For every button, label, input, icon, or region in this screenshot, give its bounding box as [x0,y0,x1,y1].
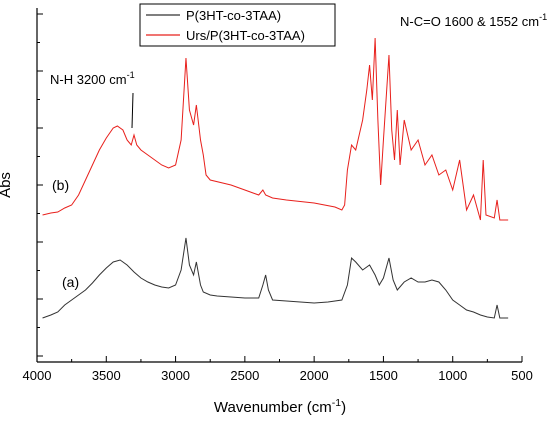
annotation: N-C=O 1600 & 1552 cm-1 [400,12,547,29]
annotation: N-H 3200 cm-1 [50,70,135,87]
annotation-text: N-H 3200 cm [50,72,127,87]
x-tick-label: 3500 [92,368,121,383]
spectrum-line [42,37,509,221]
spectrum-line [42,237,509,319]
annotation-text: N-C=O 1600 & 1552 cm [400,14,539,29]
annotation-sup: -1 [127,70,135,80]
x-tick-label: 4000 [23,368,52,383]
y-axis-label: Abs [0,172,14,198]
x-tick-label: 3000 [161,368,190,383]
legend-box [139,3,336,47]
x-tick-label: 1000 [438,368,467,383]
x-axis-label: Wavenumber (cm-1) [214,397,346,416]
legend-label: P(3HT-co-3TAA) [186,8,281,23]
x-tick-label: 2000 [300,368,329,383]
annotation: (a) [62,274,79,290]
annotation: (b) [52,177,69,193]
annotation-sup: -1 [539,12,547,22]
x-axis-label-text: Wavenumber (cm [214,399,332,416]
legend-label: Urs/P(3HT-co-3TAA) [186,28,305,43]
annotation-pointer [131,92,134,129]
x-axis-label-tail: ) [341,399,346,416]
x-axis-label-sup: -1 [332,397,341,409]
x-tick-label: 1500 [369,368,398,383]
x-tick-label: 500 [511,368,533,383]
x-tick-label: 2500 [230,368,259,383]
